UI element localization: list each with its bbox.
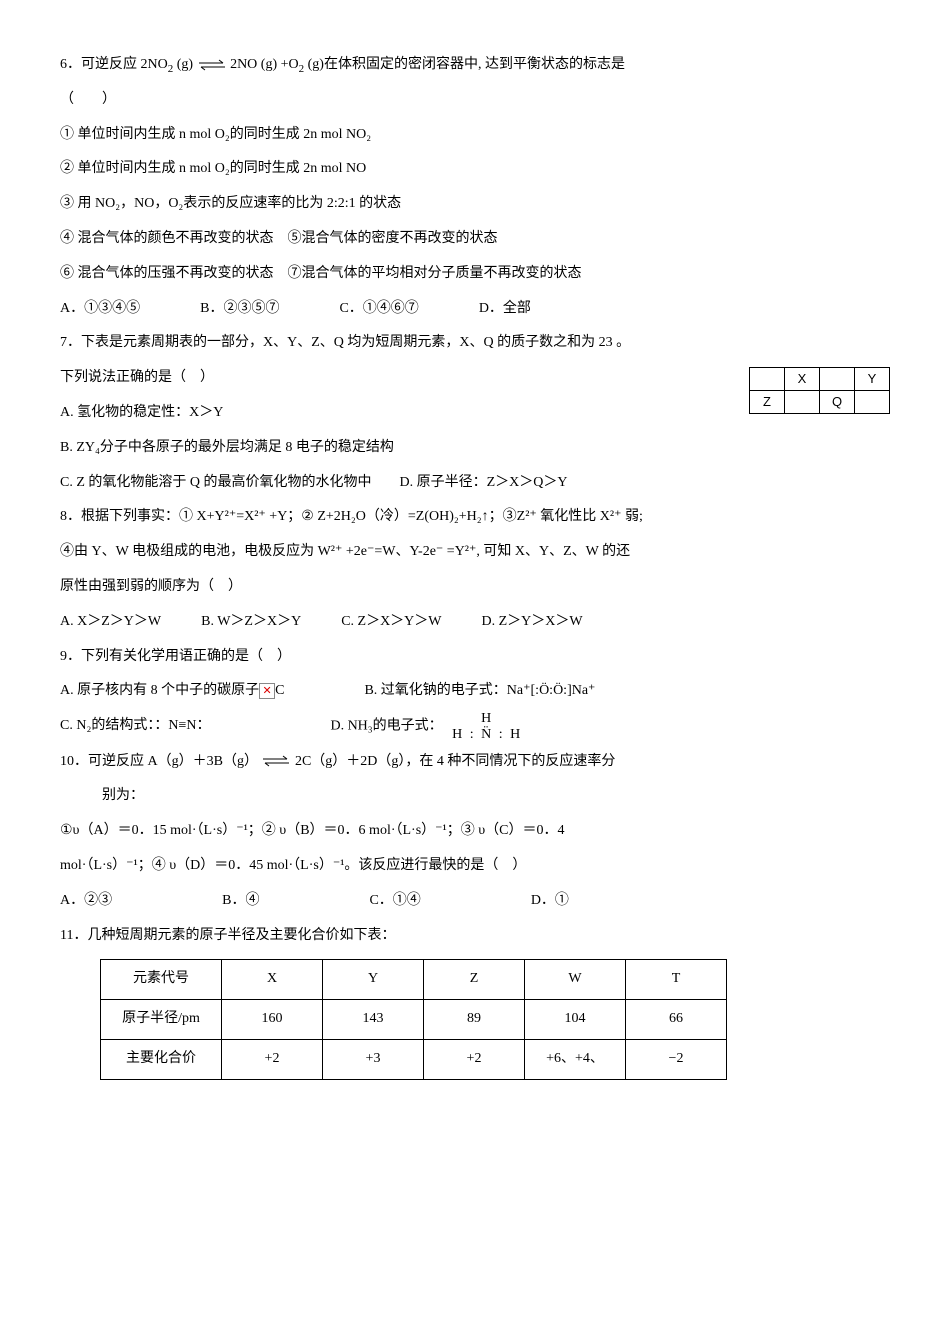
q6-text-b: (g) <box>173 57 193 72</box>
q8-opt-a: A. X＞Z＞Y＞W <box>60 607 161 638</box>
q7-opt-b: B. ZY₄分子中各原子的最外层均满足 8 电子的稳定结构 <box>60 433 890 464</box>
table-cell: W <box>525 960 626 1000</box>
grid-cell: X <box>785 368 820 391</box>
table-cell: 143 <box>323 1000 424 1040</box>
q9-opt-a: A. 原子核内有 8 个中子的碳原子✕C <box>60 676 284 707</box>
table-cell: 元素代号 <box>101 960 222 1000</box>
q9-row1: A. 原子核内有 8 个中子的碳原子✕C B. 过氧化钠的电子式：Na⁺[:Ö:… <box>60 676 890 707</box>
q9-stem: 9．下列有关化学用语正确的是（ ） <box>60 642 890 673</box>
q6-s2: ② 单位时间内生成 n mol O₂的同时生成 2n mol NO <box>60 154 890 185</box>
q6-stem: 6．可逆反应 2NO2 (g) 2NO (g) +O2 (g)在体积固定的密闭容… <box>60 50 890 81</box>
q11-stem: 11．几种短周期元素的原子半径及主要化合价如下表： <box>60 921 890 952</box>
q6-opt-d: D．全部 <box>479 294 531 325</box>
table-cell: 160 <box>222 1000 323 1040</box>
q8-options: A. X＞Z＞Y＞W B. W＞Z＞X＞Y C. Z＞X＞Y＞W D. Z＞Y＞… <box>60 607 890 638</box>
equilibrium-arrow-icon <box>197 59 227 71</box>
q6-paren: （ ） <box>60 85 890 116</box>
q8-opt-d: D. Z＞Y＞X＞W <box>482 607 583 638</box>
q6-s1: ① 单位时间内生成 n mol O₂的同时生成 2n mol NO₂ <box>60 120 890 151</box>
table-row: 主要化合价 +2 +3 +2 +6、+4、 −2 <box>101 1039 727 1079</box>
nh3-lewis-structure: H H : N̈ : H <box>452 711 522 742</box>
q11-table: 元素代号 X Y Z W T 原子半径/pm 160 143 89 104 66… <box>100 959 727 1079</box>
grid-cell <box>785 391 820 414</box>
q7-stem: 7．下表是元素周期表的一部分，X、Y、Z、Q 均为短周期元素，X、Q 的质子数之… <box>60 328 890 359</box>
q6-text-d: (g)在体积固定的密闭容器中, 达到平衡状态的标志是 <box>304 57 625 72</box>
q6-opt-a: A．①③④⑤ <box>60 294 140 325</box>
q8-opt-b: B. W＞Z＞X＞Y <box>201 607 301 638</box>
q8-opt-c: C. Z＞X＞Y＞W <box>341 607 441 638</box>
q10-l3: mol·（L·s）⁻¹；④ υ（D）＝0．45 mol·（L·s）⁻¹。该反应进… <box>60 851 890 882</box>
q6-s3: ③ 用 NO₂，NO，O₂表示的反应速率的比为 2:2:1 的状态 <box>60 189 890 220</box>
grid-cell: Y <box>855 368 890 391</box>
q9-opt-d: D. NH₃的电子式： H H : N̈ : H <box>330 711 522 742</box>
grid-cell: Z <box>750 391 785 414</box>
q8-l1: 8．根据下列事实：① X+Y²⁺=X²⁺ +Y；② Z+2H₂O（冷）=Z(OH… <box>60 502 890 533</box>
q6-text-a: 6．可逆反应 2NO <box>60 57 168 72</box>
broken-image-icon: ✕ <box>259 683 275 699</box>
q6-text-c: 2NO (g) +O <box>230 57 299 72</box>
q6-s4: ④ 混合气体的颜色不再改变的状态 ⑤混合气体的密度不再改变的状态 <box>60 224 890 255</box>
table-cell: −2 <box>626 1039 727 1079</box>
grid-cell: Q <box>820 391 855 414</box>
table-cell: T <box>626 960 727 1000</box>
q10-opt-c: C．①④ <box>369 886 420 917</box>
q8-l2: ④由 Y、W 电极组成的电池，电极反应为 W²⁺ +2e⁻=W、Y-2e⁻ =Y… <box>60 537 890 568</box>
table-cell: 104 <box>525 1000 626 1040</box>
q6-s5: ⑥ 混合气体的压强不再改变的状态 ⑦混合气体的平均相对分子质量不再改变的状态 <box>60 259 890 290</box>
q8-l3: 原性由强到弱的顺序为（ ） <box>60 572 890 603</box>
table-cell: +2 <box>424 1039 525 1079</box>
table-cell: X <box>222 960 323 1000</box>
q10-l1c: 别为： <box>60 781 890 812</box>
table-row: 原子半径/pm 160 143 89 104 66 <box>101 1000 727 1040</box>
table-cell: +6、+4、 <box>525 1039 626 1079</box>
grid-cell <box>820 368 855 391</box>
q7-opt-cd: C. Z 的氧化物能溶于 Q 的最高价氧化物的水化物中 D. 原子半径：Z＞X＞… <box>60 468 890 499</box>
q10-opt-b: B．④ <box>222 886 259 917</box>
table-cell: 原子半径/pm <box>101 1000 222 1040</box>
q9-opt-b: B. 过氧化钠的电子式：Na⁺[:Ö:Ö:]Na⁺ <box>364 676 595 707</box>
q10-opt-d: D．① <box>531 886 569 917</box>
q9-row2: C. N₂的结构式：：N≡N： D. NH₃的电子式： H H : N̈ : H <box>60 711 890 742</box>
q10-l2: ①υ（A）＝0．15 mol·（L·s）⁻¹；② υ（B）＝0．6 mol·（L… <box>60 816 890 847</box>
table-cell: 66 <box>626 1000 727 1040</box>
table-cell: Y <box>323 960 424 1000</box>
table-row: 元素代号 X Y Z W T <box>101 960 727 1000</box>
table-cell: 主要化合价 <box>101 1039 222 1079</box>
q9-opt-c: C. N₂的结构式：：N≡N： <box>60 711 210 742</box>
q10-l1: 10．可逆反应 A（g）＋3B（g） 2C（g）＋2D（g），在 4 种不同情况… <box>60 747 890 778</box>
grid-cell <box>855 391 890 414</box>
table-cell: 89 <box>424 1000 525 1040</box>
q6-opt-c: C．①④⑥⑦ <box>339 294 418 325</box>
q10-opt-a: A．②③ <box>60 886 112 917</box>
q6-options: A．①③④⑤ B．②③⑤⑦ C．①④⑥⑦ D．全部 <box>60 294 890 325</box>
q6-opt-b: B．②③⑤⑦ <box>200 294 279 325</box>
table-cell: +2 <box>222 1039 323 1079</box>
q10-options: A．②③ B．④ C．①④ D．① <box>60 886 890 917</box>
table-cell: +3 <box>323 1039 424 1079</box>
grid-cell <box>750 368 785 391</box>
table-cell: Z <box>424 960 525 1000</box>
equilibrium-arrow-icon <box>261 755 291 767</box>
q7-periodic-grid: X Y Z Q <box>749 367 890 414</box>
